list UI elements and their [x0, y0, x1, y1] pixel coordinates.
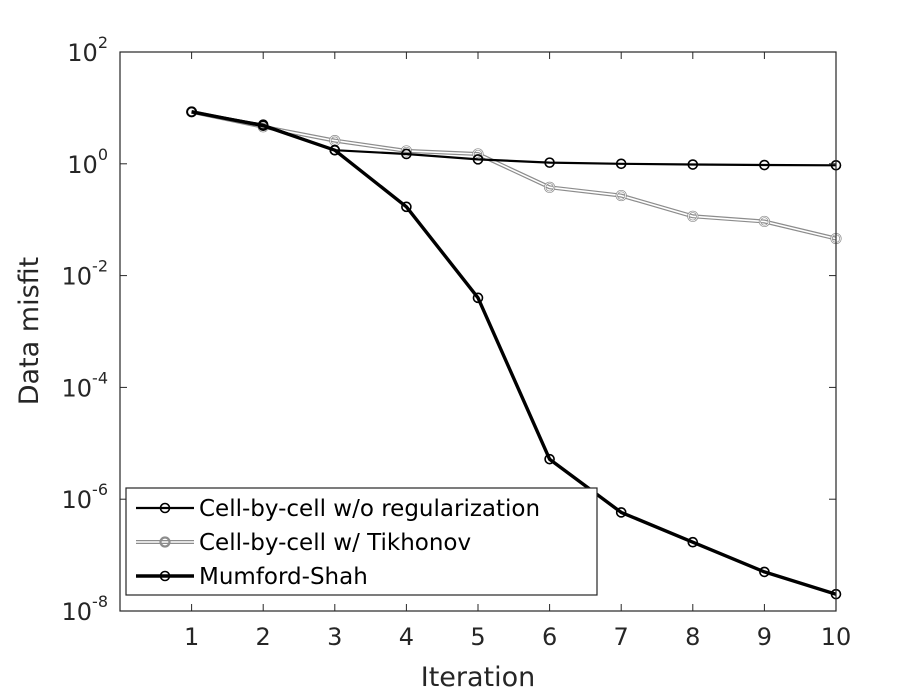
y-tick-label: 102 — [67, 33, 108, 67]
x-axis-title: Iteration — [421, 662, 536, 693]
series-line — [191, 110, 837, 167]
x-tick-label: 6 — [542, 623, 557, 651]
legend-label: Cell-by-cell w/ Tikhonov — [199, 530, 471, 556]
y-tick-exponent: -6 — [92, 480, 108, 499]
y-tick-base: 10 — [62, 263, 93, 291]
y-tick-label: 10-4 — [62, 368, 109, 402]
data-point — [615, 158, 627, 170]
y-tick-base: 10 — [62, 598, 93, 626]
x-tick-label: 4 — [399, 623, 414, 651]
legend-label: Mumford-Shah — [199, 564, 368, 590]
legend-swatch-marker — [159, 502, 171, 514]
y-tick-label: 10-6 — [62, 480, 109, 514]
x-tick-label: 8 — [685, 623, 700, 651]
x-tick-label: 2 — [256, 623, 271, 651]
data-point — [615, 507, 627, 518]
data-point — [544, 453, 555, 465]
data-point — [401, 148, 412, 160]
series-2 — [186, 106, 842, 600]
y-tick-exponent: -4 — [92, 368, 108, 387]
data-point — [186, 106, 197, 118]
x-tick-label: 9 — [757, 623, 772, 651]
x-tick-label: 5 — [470, 623, 485, 651]
data-point-inner — [401, 146, 412, 156]
data-point-inner — [544, 182, 555, 193]
data-point-inner — [616, 190, 627, 201]
data-point — [687, 536, 699, 548]
y-tick-exponent: 0 — [98, 145, 108, 164]
y-axis-title: Data misfit — [14, 257, 45, 406]
series-line — [191, 110, 837, 596]
data-point — [257, 120, 269, 132]
data-point — [401, 201, 412, 213]
series-0 — [186, 106, 842, 171]
data-point-inner — [687, 211, 698, 222]
y-tick-exponent: -2 — [92, 257, 108, 276]
data-point — [329, 144, 341, 156]
series-1 — [186, 106, 842, 245]
data-point — [759, 159, 770, 171]
data-point — [472, 154, 484, 165]
y-tick-base: 10 — [67, 39, 98, 67]
data-point — [687, 159, 699, 170]
legend-box — [125, 487, 598, 596]
x-tick-label: 1 — [184, 623, 199, 651]
y-tick-exponent: -8 — [92, 592, 108, 611]
y-tick-exponent: 2 — [98, 33, 108, 52]
x-tick-label: 10 — [821, 623, 852, 651]
y-tick-base: 10 — [67, 151, 98, 179]
x-tick-label: 7 — [614, 623, 629, 651]
legend-swatch-marker — [159, 536, 171, 548]
legend-label: Cell-by-cell w/o regularization — [199, 496, 540, 522]
data-point — [472, 292, 484, 304]
y-tick-label: 10-8 — [62, 592, 109, 626]
series-line-inner — [191, 111, 837, 240]
y-tick-base: 10 — [62, 486, 93, 514]
legend-swatch-marker — [159, 570, 171, 582]
y-tick-label: 10-2 — [62, 257, 109, 291]
data-point-inner — [759, 216, 770, 227]
data-point — [759, 566, 770, 578]
series-layer — [186, 106, 842, 600]
x-tick-label: 3 — [327, 623, 342, 651]
data-point — [544, 157, 555, 168]
legend: Cell-by-cell w/o regularization Cell-by-c… — [125, 487, 598, 596]
y-tick-base: 10 — [62, 374, 93, 402]
y-tick-label: 100 — [67, 145, 108, 179]
